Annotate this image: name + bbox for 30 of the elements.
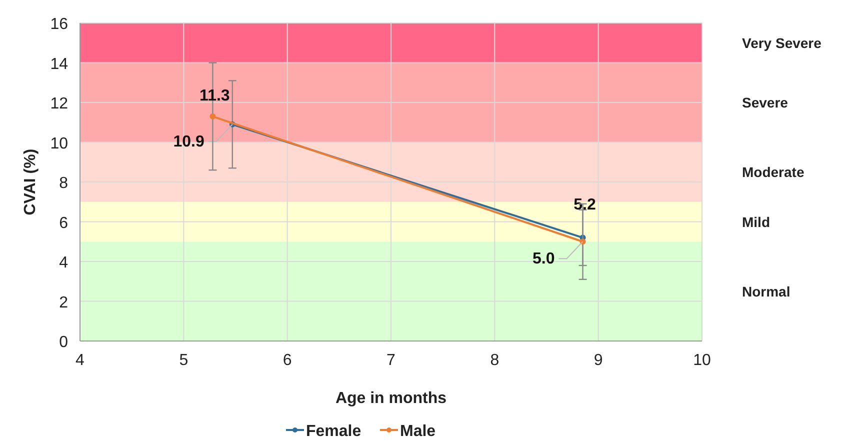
legend-label: Male [400, 423, 436, 440]
y-tick-label: 12 [50, 96, 68, 112]
y-tick-label: 2 [59, 294, 68, 312]
x-tick-label: 8 [490, 352, 500, 369]
x-tick-label: 5 [179, 352, 188, 369]
band-label: Normal [742, 283, 790, 300]
x-tick-label: 9 [594, 352, 603, 369]
y-tick-label: 14 [50, 56, 68, 73]
y-tick-label: 0 [59, 334, 68, 351]
x-tick-label: 7 [386, 352, 396, 369]
data-label: 11.3 [200, 87, 230, 104]
band-label: Very Severe [742, 34, 822, 51]
y-tick-label: 8 [59, 175, 68, 192]
data-label: 10.9 [173, 133, 204, 150]
x-tick-label: 10 [693, 352, 711, 369]
x-tick-label: 6 [282, 352, 292, 369]
y-tick-label: 6 [59, 214, 68, 232]
band-label: Moderate [742, 164, 804, 180]
point [210, 113, 216, 120]
y-tick-label: 10 [50, 135, 68, 152]
y-tick-label: 16 [50, 16, 68, 33]
data-label: 5.0 [532, 250, 555, 268]
x-axis-title: Age in months [335, 390, 447, 407]
legend-label: Female [306, 423, 362, 440]
band-label: Mild [742, 214, 770, 230]
band-label: Severe [742, 94, 788, 110]
y-axis-title: CVAI (%) [22, 148, 39, 216]
y-tick-label: 4 [59, 254, 68, 272]
data-label: 5.2 [574, 196, 596, 214]
x-tick-label: 4 [76, 352, 85, 369]
